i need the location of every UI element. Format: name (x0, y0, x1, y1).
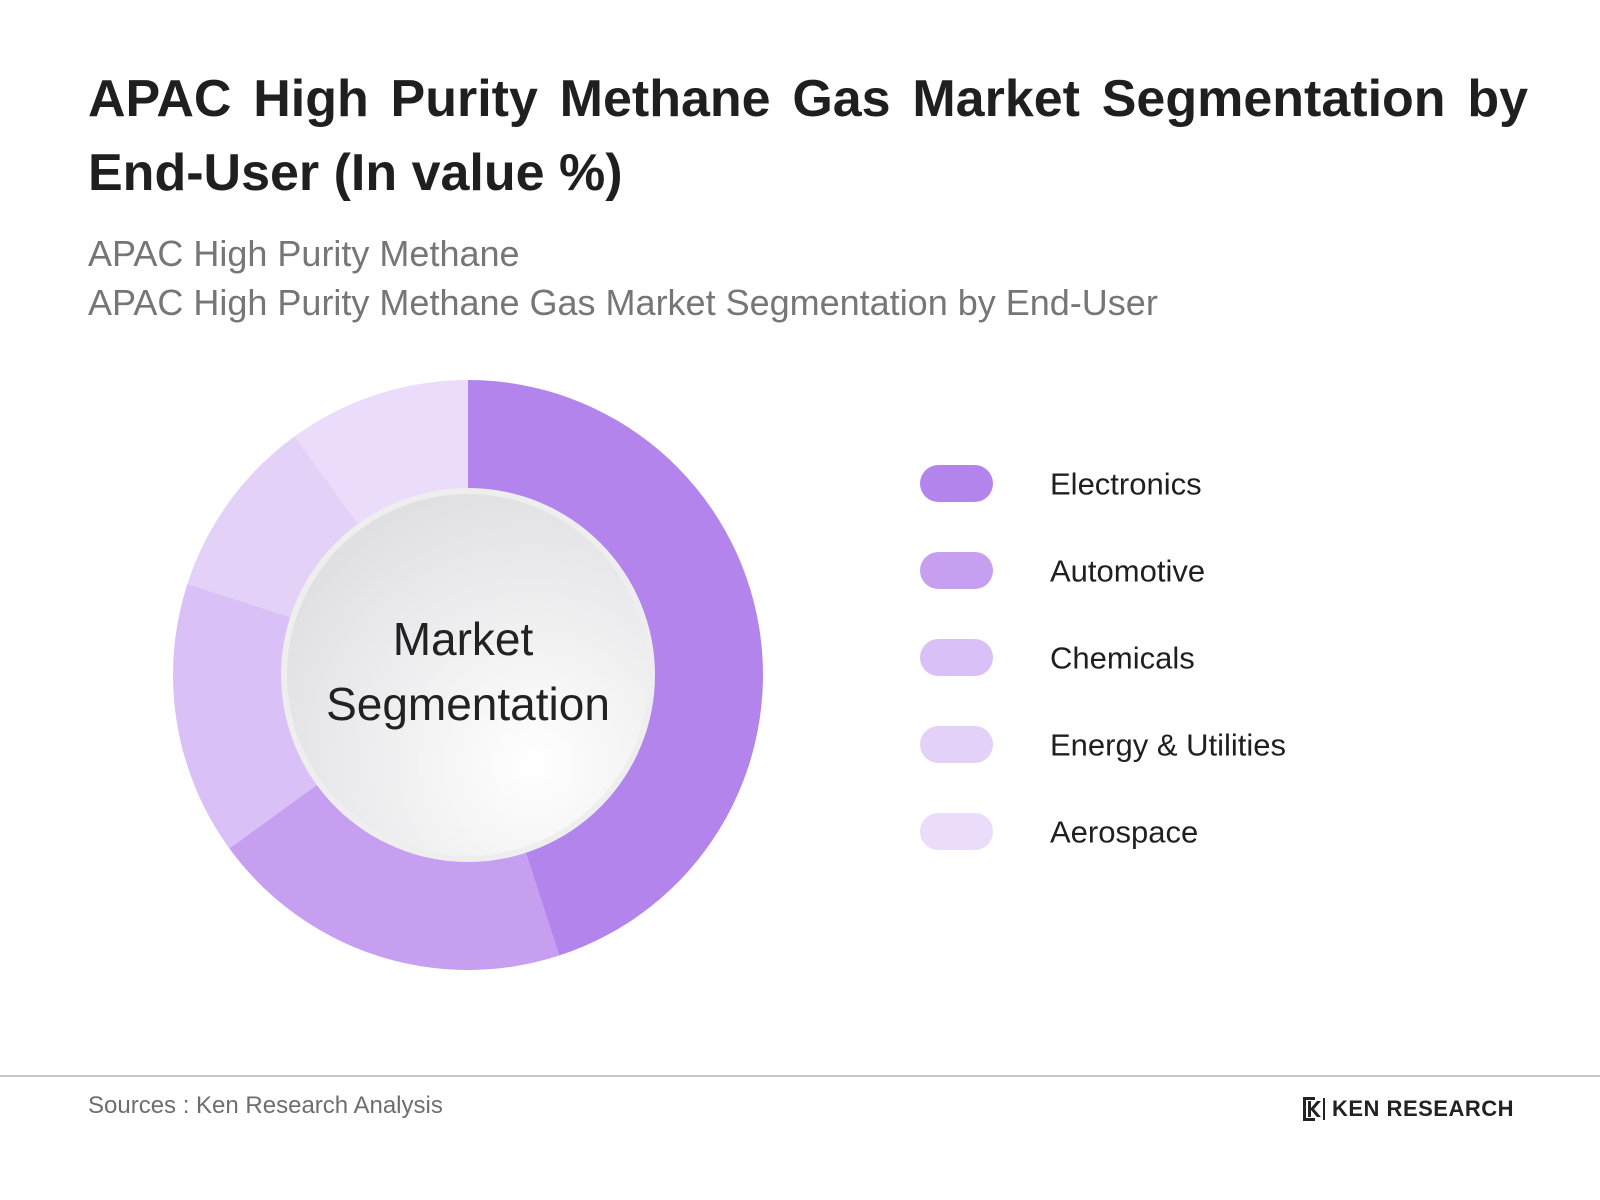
footer-divider (0, 1075, 1600, 1077)
legend-label-chemicals: Chemicals (1050, 641, 1195, 676)
donut-slice-electronics (468, 380, 763, 956)
donut-slice-aerospace (294, 380, 468, 525)
donut-slice-automotive (229, 784, 560, 970)
center-label-line1: Market (393, 613, 534, 665)
legend-swatch-chemicals (920, 639, 993, 676)
brand-name: KEN RESEARCH (1332, 1096, 1515, 1121)
legend-swatch-aerospace (920, 813, 993, 850)
legend-label-automotive: Automotive (1050, 554, 1205, 589)
legend-label-aerospace: Aerospace (1050, 815, 1198, 850)
legend-swatch-automotive (920, 552, 993, 589)
donut-slice-energy-utilities (187, 436, 359, 618)
legend-swatch-electronics (920, 465, 993, 502)
donut-slice-chemicals (173, 583, 318, 849)
brand-logo: KEN RESEARCH (1300, 1094, 1514, 1124)
legend: Electronics Automotive Chemicals Energy & U… (920, 465, 1286, 850)
ken-research-k-logo-icon (1303, 1097, 1325, 1121)
center-label-line2: Segmentation (326, 678, 610, 730)
legend-label-energy-utilities: Energy & Utilities (1050, 728, 1286, 763)
source-note: Sources : Ken Research Analysis (88, 1092, 443, 1119)
legend-label-electronics: Electronics (1050, 467, 1202, 502)
donut-slices (173, 380, 763, 970)
chart-title: APAC High Purity Methane Gas Market Segm… (88, 70, 1528, 202)
chart-subtitle-line2: APAC High Purity Methane Gas Market Segm… (88, 282, 1158, 323)
center-disc (287, 494, 649, 856)
legend-swatch-energy-utilities (920, 726, 993, 763)
chart-subtitle-line1: APAC High Purity Methane (88, 233, 520, 274)
